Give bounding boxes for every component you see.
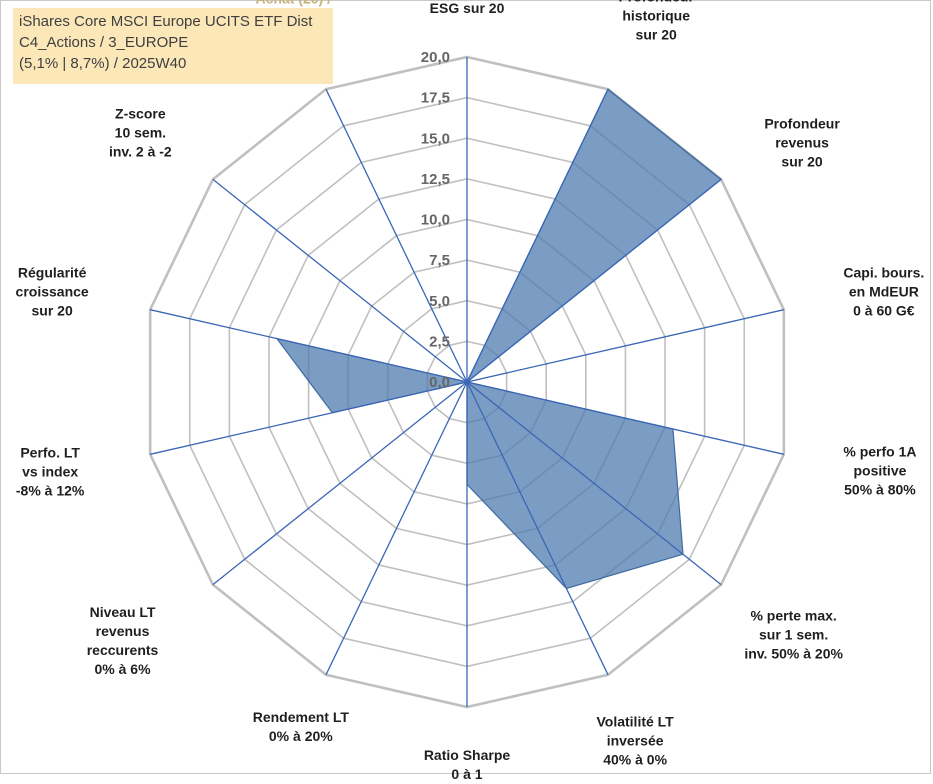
fund-performance-week: (5,1% | 8,7%) / 2025W40	[19, 55, 187, 72]
axis-spoke	[325, 88, 468, 383]
axis-label: Rendement LT 0% à 20%	[253, 708, 349, 746]
axis-label: Volatilité LT inversée 40% à 0%	[596, 713, 673, 770]
axis-label-line: % perte max.	[750, 607, 837, 623]
axis-label-line: Profondeur	[764, 115, 840, 132]
axis-label: NoteESG sur 20	[430, 0, 505, 18]
axis-label-line: en MdEUR	[848, 283, 919, 300]
tick-label: 17,5	[421, 90, 450, 107]
axis-label-line: Volatilité LT	[596, 713, 674, 730]
tick-label: 5,0	[429, 293, 450, 310]
series-area	[275, 88, 723, 590]
axis-label-line: 50% à 80%	[844, 481, 916, 498]
radar-spokes	[150, 57, 784, 707]
axis-label: Régularité croissance sur 20	[16, 263, 89, 320]
axis-spoke	[150, 309, 468, 383]
axis-label-line: historique	[622, 7, 691, 24]
axis-spoke	[466, 381, 722, 586]
axis-spoke	[466, 309, 784, 383]
axis-label-line: Rendement LT	[252, 709, 349, 726]
axis-label: Niveau LT revenus reccurents 0% à 6%	[87, 603, 159, 679]
axis-label-line: % perfo 1A	[843, 443, 917, 460]
axis-label-line: inv. 50% à 20%	[744, 645, 843, 661]
axis-spoke	[325, 381, 468, 676]
tick-label: 15,0	[421, 130, 450, 147]
axis-label-line: Niveau LT	[89, 603, 156, 620]
axis-label-line: reccurents	[86, 641, 159, 658]
axis-spoke	[150, 381, 468, 455]
axis-label-line: Régularité	[17, 264, 87, 281]
axis-label: % perfo 1A positive 50% à 80%	[843, 443, 916, 500]
axis-label-line: 10 sem.	[114, 124, 167, 141]
axis-label-line: Capi. bours.	[843, 264, 925, 281]
axis-label-line: 40% à 0%	[603, 751, 668, 768]
axis-spoke	[466, 381, 784, 455]
axis-label-line: revenus	[95, 622, 150, 639]
axis-label-line: inversée	[606, 732, 664, 749]
axis-label-line: 0 à 1	[451, 766, 483, 782]
axis-spoke	[466, 381, 609, 676]
axis-label: Capi. bours. en MdEUR 0 à 60 G€	[843, 263, 924, 320]
axis-label-line: Profondeur	[618, 0, 693, 6]
radar-tick-labels: 0,0 2,5 5,0 7,5 10,0 12,5 15,0 17,5 20,0	[421, 49, 450, 391]
axis-label-line: 0 à 60 G€	[853, 302, 915, 319]
axis-spoke	[466, 88, 609, 383]
axis-label-line: sur 20	[635, 26, 677, 43]
tick-label: 10,0	[421, 212, 450, 229]
axis-label-line: -8% à 12%	[15, 482, 85, 499]
tick-label: 2,5	[429, 333, 450, 350]
axis-label-line: croissance	[15, 283, 89, 300]
axis-label-line: Achat (20) /	[256, 0, 331, 9]
fund-category: C4_Actions / 3_EUROPE	[19, 34, 189, 51]
axis-label: Perfo. LT vs index -8% à 12%	[16, 444, 84, 501]
axis-label-line: vs index	[22, 463, 79, 480]
axis-label: Z-score 10 sem. inv. 2 à -2	[109, 105, 172, 162]
tick-label: 20,0	[421, 49, 450, 66]
axis-label: % perte max. sur 1 sem. inv. 50% à 20%	[744, 606, 843, 663]
axis-label-line: inv. 2 à -2	[108, 143, 172, 160]
axis-spoke	[466, 178, 722, 383]
axis-label-line: Ratio Sharpe	[423, 747, 511, 763]
tick-label: 12,5	[421, 171, 450, 188]
tick-label: 0,0	[429, 374, 450, 391]
tick-label: 7,5	[429, 252, 450, 269]
fund-info-box: iShares Core MSCI Europe UCITS ETF Dist …	[13, 8, 333, 84]
axis-label-line: 0% à 20%	[268, 728, 333, 745]
axis-spoke	[212, 381, 468, 586]
axis-label-line: Z-score	[115, 105, 166, 122]
radar-series	[275, 88, 723, 590]
axis-label: Profondeurhistorique sur 20	[618, 0, 693, 44]
axis-spoke	[212, 178, 468, 383]
axis-label-line: ESG sur 20	[429, 0, 505, 16]
axis-label-line: sur 1 sem.	[759, 626, 829, 642]
axis-label: Profondeur revenus sur 20	[764, 114, 839, 171]
axis-label-line: 0% à 6%	[94, 660, 151, 677]
fund-name: iShares Core MSCI Europe UCITS ETF Dist	[19, 13, 313, 30]
axis-label: Ratio Sharpe 0 à 1	[424, 746, 510, 784]
axis-label-line: sur 20	[31, 302, 73, 319]
axis-label-line: Perfo. LT	[20, 444, 80, 461]
axis-label-line: revenus	[775, 134, 829, 151]
axis-label-line: positive	[853, 462, 907, 479]
axis-label-line: sur 20	[781, 153, 823, 170]
